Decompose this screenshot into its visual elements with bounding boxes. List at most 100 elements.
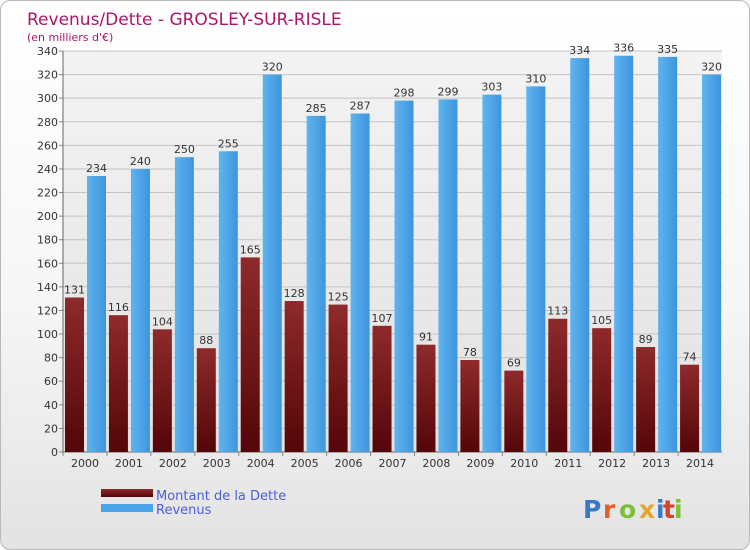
- logo-letter: t: [663, 495, 675, 524]
- bar-revenus: [702, 74, 722, 453]
- bar-debt: [108, 315, 128, 452]
- data-label-revenus: 298: [394, 87, 415, 100]
- data-label-revenus: 310: [525, 72, 546, 85]
- bar-debt: [460, 360, 480, 452]
- data-label-debt: 165: [240, 243, 261, 256]
- bar-debt: [240, 257, 260, 452]
- bar-debt: [65, 297, 84, 452]
- data-label-debt: 89: [639, 333, 653, 346]
- logo-letter: P: [583, 495, 601, 524]
- bar-debt: [372, 325, 392, 452]
- chart-title: Revenus/Dette - GROSLEY-SUR-RISLE: [27, 10, 342, 30]
- y-tick-label: 180: [37, 234, 58, 247]
- legend: Montant de la Dette Revenus: [101, 489, 286, 518]
- data-label-revenus: 303: [481, 81, 502, 94]
- y-tick-label: 0: [51, 446, 58, 459]
- y-tick-label: 340: [37, 45, 58, 58]
- bar-revenus: [570, 58, 590, 452]
- data-label-revenus: 234: [86, 162, 107, 175]
- bar-revenus: [658, 56, 678, 452]
- x-tick-label: 2003: [203, 457, 231, 470]
- bar-revenus: [438, 99, 458, 452]
- plot-area: 0 20 40 60 80 100 120 140 160 180 200 220 240 260 280 3…: [37, 42, 722, 470]
- bar-debt: [196, 348, 216, 452]
- bar-debt: [592, 328, 612, 452]
- data-label-debt: 125: [328, 291, 349, 304]
- x-tick-label: 2011: [554, 457, 582, 470]
- bar-debt: [548, 318, 568, 452]
- legend-swatch-debt: [101, 489, 153, 497]
- data-label-debt: 78: [463, 346, 477, 359]
- bar-debt: [284, 301, 304, 452]
- x-tick-label: 2004: [247, 457, 275, 470]
- data-label-revenus: 335: [657, 43, 678, 56]
- y-tick-label: 60: [44, 375, 58, 388]
- bar-revenus: [350, 113, 370, 453]
- legend-swatch-revenus: [101, 504, 153, 512]
- bar-revenus: [614, 55, 634, 452]
- x-tick-label: 2013: [642, 457, 670, 470]
- x-tick-label: 2007: [379, 457, 407, 470]
- logo-letter: i: [656, 495, 665, 524]
- data-label-revenus: 336: [613, 42, 634, 55]
- y-tick-label: 140: [37, 281, 58, 294]
- x-tick-label: 2001: [115, 457, 143, 470]
- data-label-revenus: 320: [701, 61, 722, 74]
- logo-letter: x: [639, 495, 655, 524]
- data-label-revenus: 299: [437, 85, 458, 98]
- data-label-debt: 107: [372, 312, 393, 325]
- bar-revenus: [394, 100, 414, 453]
- bar-revenus: [526, 86, 546, 452]
- legend-label-revenus: Revenus: [156, 503, 212, 518]
- y-tick-label: 120: [37, 304, 58, 317]
- y-tick-label: 260: [37, 139, 58, 152]
- y-tick-label: 80: [44, 352, 58, 365]
- bar-revenus: [306, 115, 326, 452]
- x-tick-label: 2006: [335, 457, 363, 470]
- y-tick-label: 320: [37, 69, 58, 82]
- x-tick-label: 2002: [159, 457, 187, 470]
- data-label-debt: 88: [199, 334, 213, 347]
- y-tick-label: 280: [37, 116, 58, 129]
- bar-revenus: [87, 176, 106, 453]
- y-tick-label: 160: [37, 257, 58, 270]
- y-tick-label: 20: [44, 422, 58, 435]
- bar-debt: [416, 344, 436, 452]
- legend-label-debt: Montant de la Dette: [156, 489, 286, 504]
- logo-letter: r: [603, 495, 616, 524]
- data-label-debt: 116: [108, 301, 129, 314]
- data-label-revenus: 240: [130, 155, 151, 168]
- y-tick-label: 200: [37, 210, 58, 223]
- data-label-revenus: 287: [350, 100, 371, 113]
- data-label-debt: 128: [284, 287, 305, 300]
- bar-debt: [680, 364, 700, 452]
- x-tick-label: 2014: [686, 457, 714, 470]
- x-tick-label: 2008: [422, 457, 450, 470]
- x-tick-label: 2000: [71, 457, 99, 470]
- data-label-revenus: 285: [306, 102, 327, 115]
- data-label-debt: 91: [419, 331, 433, 344]
- data-label-debt: 74: [683, 351, 697, 364]
- data-label-revenus: 255: [218, 137, 239, 150]
- bar-debt: [636, 347, 656, 452]
- x-tick-label: 2012: [598, 457, 626, 470]
- logo-letter: i: [674, 495, 683, 524]
- bar-debt: [152, 329, 172, 452]
- bar-revenus: [130, 168, 150, 453]
- y-tick-label: 240: [37, 163, 58, 176]
- chart-subtitle: (en milliers d'€): [27, 31, 113, 44]
- y-tick-label: 220: [37, 187, 58, 200]
- bar-revenus: [174, 157, 194, 452]
- data-label-debt: 104: [152, 315, 173, 328]
- data-label-revenus: 334: [569, 44, 590, 57]
- data-label-debt: 131: [64, 283, 85, 296]
- bar-revenus: [262, 74, 282, 453]
- data-label-debt: 69: [507, 357, 521, 370]
- data-label-revenus: 320: [262, 61, 283, 74]
- bar-revenus: [482, 94, 502, 452]
- plot-background: [63, 51, 722, 452]
- bar-debt: [504, 370, 524, 452]
- x-tick-label: 2010: [510, 457, 538, 470]
